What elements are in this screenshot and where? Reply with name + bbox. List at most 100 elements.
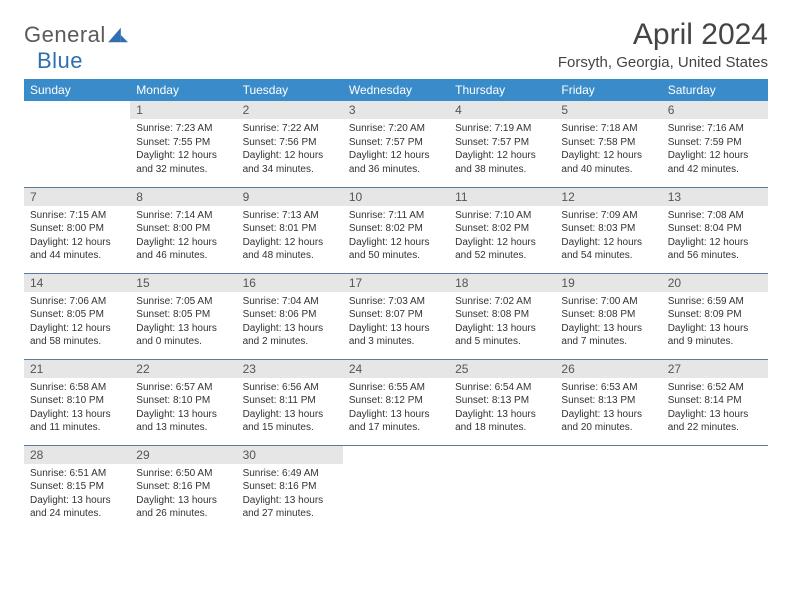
day-number: 23 [237,360,343,378]
day-details: Sunrise: 7:11 AMSunset: 8:02 PMDaylight:… [343,206,449,267]
day-number: 17 [343,274,449,292]
day-number: 27 [662,360,768,378]
day-number: 15 [130,274,236,292]
month-title: April 2024 [558,18,768,52]
day-number: 21 [24,360,130,378]
day-details: Sunrise: 7:23 AMSunset: 7:55 PMDaylight:… [130,119,236,180]
day-number: 28 [24,446,130,464]
calendar-cell: 17Sunrise: 7:03 AMSunset: 8:07 PMDayligh… [343,273,449,359]
logo: General [24,22,130,48]
calendar-cell: 23Sunrise: 6:56 AMSunset: 8:11 PMDayligh… [237,359,343,445]
calendar-cell [24,101,130,187]
calendar-cell [662,445,768,531]
day-number: 13 [662,188,768,206]
calendar-table: SundayMondayTuesdayWednesdayThursdayFrid… [24,79,768,531]
day-details: Sunrise: 7:09 AMSunset: 8:03 PMDaylight:… [555,206,661,267]
day-details: Sunrise: 6:52 AMSunset: 8:14 PMDaylight:… [662,378,768,439]
weekday-header: Thursday [449,79,555,101]
title-block: April 2024 Forsyth, Georgia, United Stat… [558,18,768,71]
day-number: 29 [130,446,236,464]
calendar-cell: 26Sunrise: 6:53 AMSunset: 8:13 PMDayligh… [555,359,661,445]
weekday-header: Sunday [24,79,130,101]
day-details: Sunrise: 7:03 AMSunset: 8:07 PMDaylight:… [343,292,449,353]
day-number: 20 [662,274,768,292]
day-number: 19 [555,274,661,292]
calendar-cell: 21Sunrise: 6:58 AMSunset: 8:10 PMDayligh… [24,359,130,445]
day-details: Sunrise: 6:58 AMSunset: 8:10 PMDaylight:… [24,378,130,439]
calendar-cell: 5Sunrise: 7:18 AMSunset: 7:58 PMDaylight… [555,101,661,187]
weekday-header: Wednesday [343,79,449,101]
weekday-header: Friday [555,79,661,101]
calendar-cell: 13Sunrise: 7:08 AMSunset: 8:04 PMDayligh… [662,187,768,273]
calendar-page: General April 2024 Forsyth, Georgia, Uni… [0,0,792,549]
calendar-cell [555,445,661,531]
calendar-cell [449,445,555,531]
day-details: Sunrise: 7:10 AMSunset: 8:02 PMDaylight:… [449,206,555,267]
day-number: 10 [343,188,449,206]
day-details: Sunrise: 7:05 AMSunset: 8:05 PMDaylight:… [130,292,236,353]
calendar-week-row: 21Sunrise: 6:58 AMSunset: 8:10 PMDayligh… [24,359,768,445]
day-number: 9 [237,188,343,206]
day-details: Sunrise: 7:20 AMSunset: 7:57 PMDaylight:… [343,119,449,180]
day-details: Sunrise: 7:14 AMSunset: 8:00 PMDaylight:… [130,206,236,267]
logo-subtext: Blue [37,48,83,74]
day-details: Sunrise: 7:18 AMSunset: 7:58 PMDaylight:… [555,119,661,180]
day-details: Sunrise: 7:02 AMSunset: 8:08 PMDaylight:… [449,292,555,353]
day-details: Sunrise: 7:15 AMSunset: 8:00 PMDaylight:… [24,206,130,267]
day-number: 22 [130,360,236,378]
calendar-cell: 29Sunrise: 6:50 AMSunset: 8:16 PMDayligh… [130,445,236,531]
day-number: 11 [449,188,555,206]
calendar-cell: 19Sunrise: 7:00 AMSunset: 8:08 PMDayligh… [555,273,661,359]
calendar-cell: 25Sunrise: 6:54 AMSunset: 8:13 PMDayligh… [449,359,555,445]
day-number: 30 [237,446,343,464]
calendar-cell: 1Sunrise: 7:23 AMSunset: 7:55 PMDaylight… [130,101,236,187]
location-text: Forsyth, Georgia, United States [558,54,768,71]
day-number: 2 [237,101,343,119]
day-number: 4 [449,101,555,119]
calendar-cell: 27Sunrise: 6:52 AMSunset: 8:14 PMDayligh… [662,359,768,445]
calendar-cell: 22Sunrise: 6:57 AMSunset: 8:10 PMDayligh… [130,359,236,445]
day-number: 6 [662,101,768,119]
weekday-header: Monday [130,79,236,101]
calendar-cell: 7Sunrise: 7:15 AMSunset: 8:00 PMDaylight… [24,187,130,273]
day-number: 7 [24,188,130,206]
calendar-cell: 10Sunrise: 7:11 AMSunset: 8:02 PMDayligh… [343,187,449,273]
day-details: Sunrise: 7:19 AMSunset: 7:57 PMDaylight:… [449,119,555,180]
day-number: 16 [237,274,343,292]
day-details: Sunrise: 7:00 AMSunset: 8:08 PMDaylight:… [555,292,661,353]
day-number: 3 [343,101,449,119]
day-details: Sunrise: 7:04 AMSunset: 8:06 PMDaylight:… [237,292,343,353]
calendar-cell: 11Sunrise: 7:10 AMSunset: 8:02 PMDayligh… [449,187,555,273]
day-details: Sunrise: 6:54 AMSunset: 8:13 PMDaylight:… [449,378,555,439]
calendar-cell: 15Sunrise: 7:05 AMSunset: 8:05 PMDayligh… [130,273,236,359]
weekday-header: Saturday [662,79,768,101]
day-number: 14 [24,274,130,292]
calendar-cell: 18Sunrise: 7:02 AMSunset: 8:08 PMDayligh… [449,273,555,359]
day-details: Sunrise: 7:16 AMSunset: 7:59 PMDaylight:… [662,119,768,180]
logo-text-general: General [24,22,106,48]
day-details: Sunrise: 6:56 AMSunset: 8:11 PMDaylight:… [237,378,343,439]
logo-triangle-icon [108,26,130,44]
calendar-cell: 4Sunrise: 7:19 AMSunset: 7:57 PMDaylight… [449,101,555,187]
calendar-cell: 12Sunrise: 7:09 AMSunset: 8:03 PMDayligh… [555,187,661,273]
day-details: Sunrise: 7:22 AMSunset: 7:56 PMDaylight:… [237,119,343,180]
day-details: Sunrise: 6:59 AMSunset: 8:09 PMDaylight:… [662,292,768,353]
calendar-cell: 28Sunrise: 6:51 AMSunset: 8:15 PMDayligh… [24,445,130,531]
day-details: Sunrise: 6:49 AMSunset: 8:16 PMDaylight:… [237,464,343,525]
calendar-cell: 14Sunrise: 7:06 AMSunset: 8:05 PMDayligh… [24,273,130,359]
calendar-cell: 8Sunrise: 7:14 AMSunset: 8:00 PMDaylight… [130,187,236,273]
day-number: 8 [130,188,236,206]
day-details: Sunrise: 6:55 AMSunset: 8:12 PMDaylight:… [343,378,449,439]
weekday-header: Tuesday [237,79,343,101]
header: General April 2024 Forsyth, Georgia, Uni… [24,18,768,71]
day-details: Sunrise: 6:50 AMSunset: 8:16 PMDaylight:… [130,464,236,525]
calendar-cell: 20Sunrise: 6:59 AMSunset: 8:09 PMDayligh… [662,273,768,359]
calendar-week-row: 14Sunrise: 7:06 AMSunset: 8:05 PMDayligh… [24,273,768,359]
calendar-cell [343,445,449,531]
calendar-week-row: 1Sunrise: 7:23 AMSunset: 7:55 PMDaylight… [24,101,768,187]
calendar-week-row: 28Sunrise: 6:51 AMSunset: 8:15 PMDayligh… [24,445,768,531]
day-details: Sunrise: 7:13 AMSunset: 8:01 PMDaylight:… [237,206,343,267]
day-number: 18 [449,274,555,292]
day-details: Sunrise: 6:51 AMSunset: 8:15 PMDaylight:… [24,464,130,525]
calendar-cell: 9Sunrise: 7:13 AMSunset: 8:01 PMDaylight… [237,187,343,273]
